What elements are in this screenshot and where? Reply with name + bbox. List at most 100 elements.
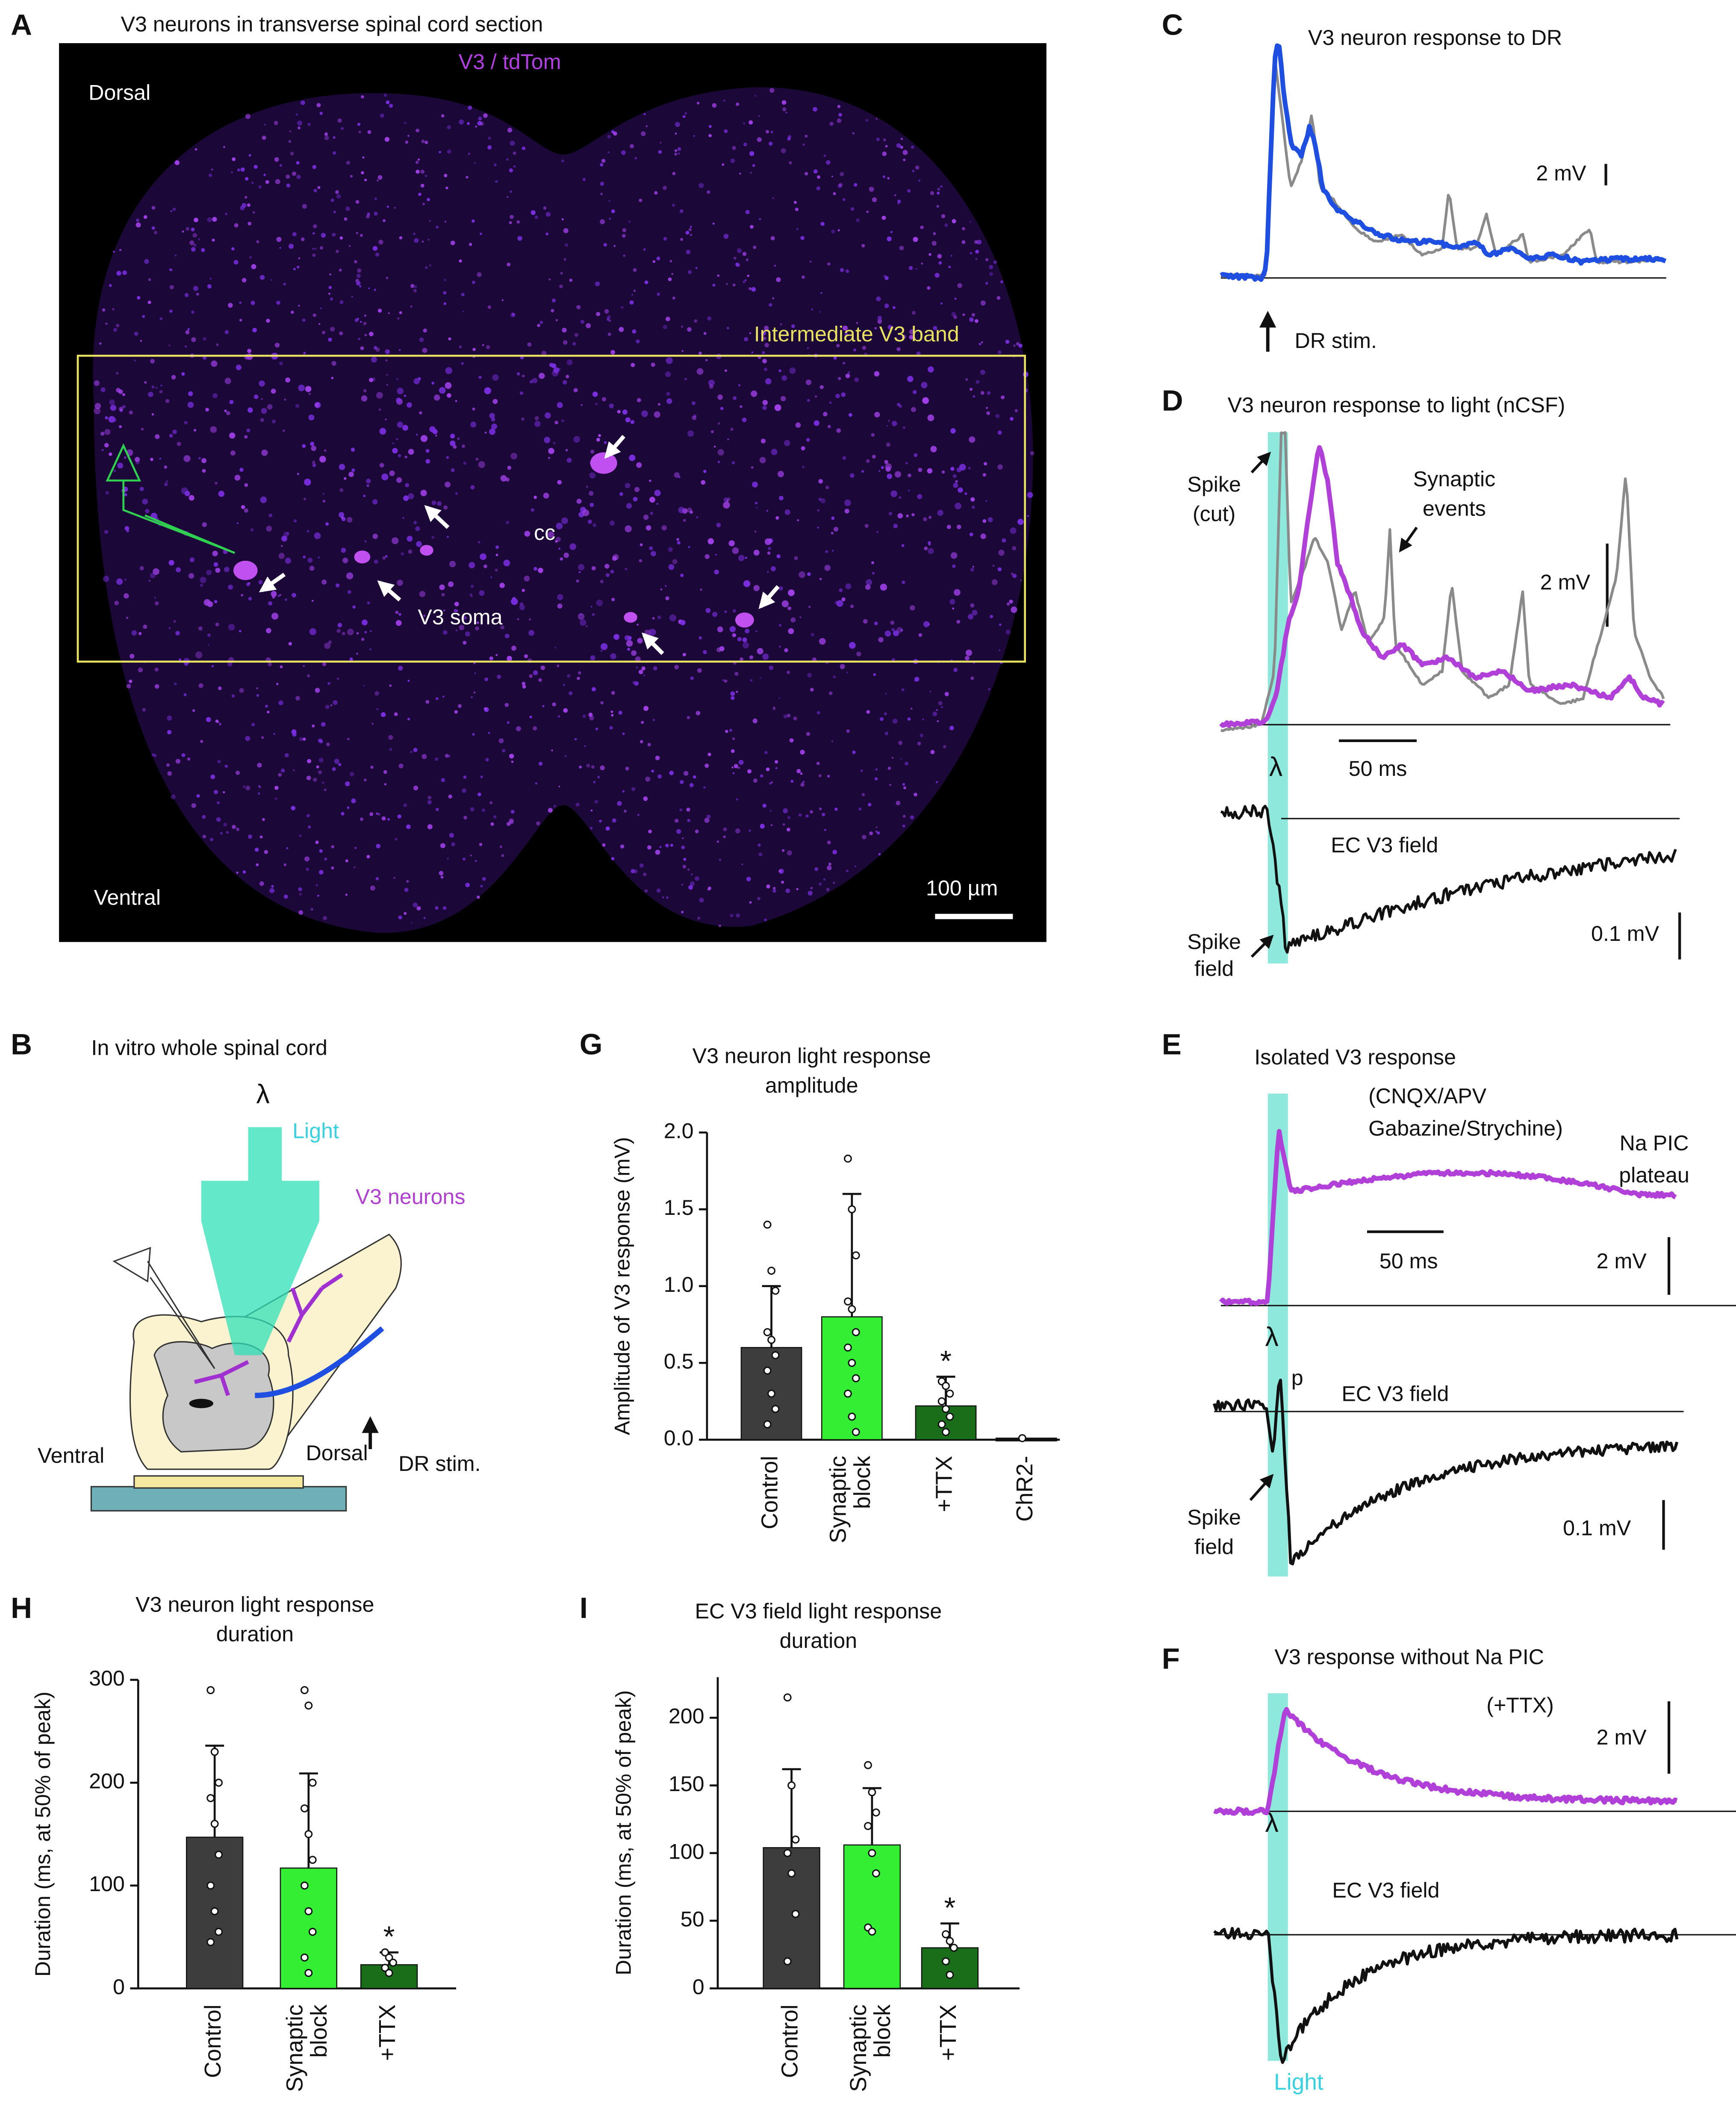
fluor-dot	[202, 834, 206, 839]
fluor-dot	[470, 584, 474, 588]
fluor-dot	[445, 481, 451, 488]
data-point	[848, 1305, 856, 1313]
fluor-dot	[459, 259, 462, 263]
fluor-dot	[785, 112, 787, 114]
fluor-dot	[313, 189, 317, 192]
fluor-dot	[449, 833, 454, 838]
fluor-dot	[717, 449, 724, 456]
annotation: Spike	[1187, 930, 1241, 954]
fluor-dot	[720, 407, 724, 410]
annotation: Spike	[1187, 1505, 1241, 1529]
fluor-dot	[737, 766, 740, 769]
fluor-dot	[564, 243, 569, 247]
fluor-dot	[191, 337, 196, 342]
fluor-dot	[444, 174, 448, 177]
fluor-dot	[420, 489, 427, 496]
fluor-dot	[283, 430, 285, 432]
fluor-dot	[522, 146, 525, 150]
fluor-dot	[475, 626, 479, 631]
fluor-dot	[699, 183, 704, 188]
fluor-dot	[758, 115, 760, 117]
fluor-dot	[686, 250, 691, 254]
fluor-dot	[495, 545, 499, 549]
fluor-dot	[869, 186, 874, 192]
fluor-dot	[188, 391, 193, 396]
fluor-dot	[242, 278, 247, 283]
fluor-dot	[1000, 280, 1003, 283]
data-point	[206, 1938, 215, 1946]
fluor-dot	[1006, 602, 1010, 606]
fluor-dot	[257, 792, 260, 795]
fluor-dot	[299, 893, 302, 896]
fluor-dot	[176, 567, 181, 573]
fluor-dot	[516, 220, 520, 224]
stage	[90, 1486, 347, 1512]
fluor-dot	[379, 463, 384, 468]
fluor-dot	[192, 709, 195, 712]
fluor-dot	[487, 305, 491, 309]
fluor-dot	[822, 813, 825, 816]
fluor-dot	[751, 466, 754, 469]
lambda: λ	[1265, 1322, 1278, 1352]
fluor-dot	[324, 136, 329, 140]
fluor-dot	[749, 901, 752, 904]
fluor-dot	[447, 393, 451, 398]
fluor-dot	[611, 209, 615, 213]
fluor-dot	[722, 679, 725, 681]
fluor-dot	[363, 495, 366, 497]
fluor-dot	[837, 118, 842, 123]
fluor-dot	[738, 555, 745, 561]
fluor-dot	[472, 348, 476, 351]
data-point	[868, 1927, 876, 1936]
error-bar	[782, 1768, 801, 1848]
fluor-dot	[385, 418, 387, 421]
fluor-dot	[136, 218, 140, 222]
fluor-dot	[105, 491, 109, 495]
data-point	[946, 1937, 954, 1945]
light-label: Light	[1274, 2069, 1323, 2095]
fluor-dot	[280, 768, 285, 773]
fluor-dot	[666, 398, 672, 404]
fluor-dot	[604, 309, 609, 314]
error-bar	[936, 1376, 955, 1406]
fluor-dot	[784, 648, 788, 652]
fluor-dot	[486, 345, 490, 349]
fluor-dot	[372, 533, 378, 539]
fluor-dot	[534, 421, 541, 427]
fluor-dot	[168, 560, 174, 566]
fluor-dot	[346, 160, 351, 165]
fluor-dot	[796, 888, 799, 890]
fluor-dot	[364, 334, 367, 336]
fluor-dot	[372, 499, 378, 505]
fluor-dot	[884, 630, 891, 637]
fluor-dot	[485, 758, 489, 762]
fluor-dot	[934, 273, 940, 278]
fluor-dot	[345, 893, 348, 896]
fluor-dot	[825, 486, 829, 489]
fluor-dot	[348, 245, 351, 247]
fluor-dot	[695, 829, 699, 834]
fluor-dot	[1012, 546, 1017, 551]
fluor-dot	[713, 445, 716, 448]
annotation: field	[1194, 957, 1234, 981]
fluor-dot	[196, 292, 199, 296]
fluor-dot	[298, 305, 300, 307]
fluor-dot	[896, 338, 899, 341]
fluor-dot	[574, 333, 578, 337]
fluor-dot	[760, 439, 766, 444]
fluor-dot	[555, 319, 558, 321]
fluor-dot	[607, 151, 610, 153]
fluor-dot	[271, 613, 279, 620]
fluor-dot	[147, 301, 151, 304]
fluor-dot	[787, 850, 792, 856]
fluor-dot	[749, 151, 755, 156]
fluor-dot	[669, 260, 672, 262]
fluor-dot	[246, 428, 251, 433]
fluor-dot	[511, 760, 514, 763]
fluor-dot	[848, 371, 850, 374]
fluor-dot	[876, 531, 878, 533]
fluor-dot	[817, 509, 820, 512]
fluor-dot	[861, 793, 865, 796]
fluor-dot	[762, 351, 765, 354]
fluor-dot	[328, 337, 332, 342]
